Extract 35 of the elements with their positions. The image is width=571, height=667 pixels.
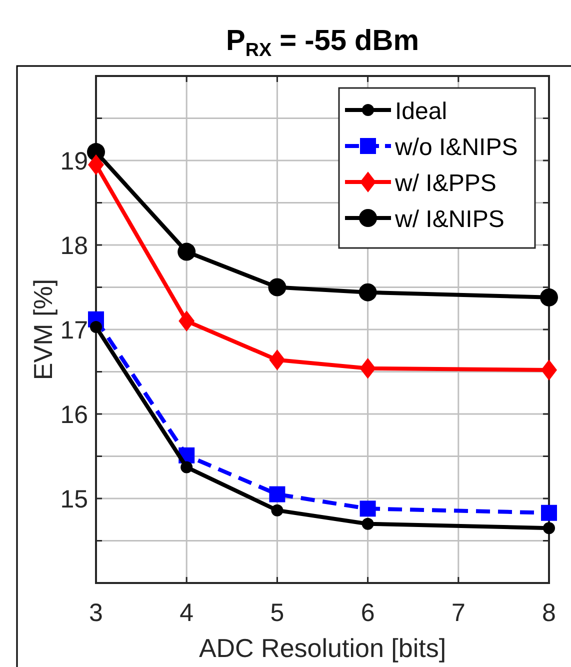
y-tick-label: 17 [60, 316, 88, 344]
y-tick-label: 18 [60, 232, 88, 260]
point [360, 500, 376, 517]
y-axis-title: EVM [%] [28, 278, 58, 380]
legend-label: w/ I&PPS [394, 170, 496, 197]
point [271, 504, 284, 516]
y-tick-label: 19 [60, 148, 88, 176]
point [543, 522, 555, 534]
point [180, 461, 193, 474]
x-tick-label: 6 [360, 599, 375, 627]
point [178, 310, 195, 332]
point [362, 518, 374, 530]
point [541, 360, 557, 380]
point [269, 486, 286, 502]
legend-label: w/o I&NIPS [394, 134, 518, 161]
y-tick-label: 16 [60, 401, 88, 429]
point [268, 278, 286, 296]
x-tick-label: 5 [270, 599, 284, 627]
point [358, 283, 377, 302]
legend-label: Ideal [395, 98, 448, 125]
x-tick-label: 7 [451, 599, 466, 627]
point [178, 242, 196, 261]
x-axis-title: ADC Resolution [bits] [198, 633, 446, 663]
point [540, 288, 558, 306]
x-tick-label: 4 [180, 599, 194, 627]
point [269, 350, 286, 370]
point [90, 320, 102, 333]
point [541, 504, 557, 521]
chart-title: P$_{RX}$ = -55 dBm [226, 25, 419, 60]
point [88, 154, 104, 176]
x-tick-label: 3 [89, 599, 103, 627]
x-tick-label: 8 [542, 599, 556, 627]
legend-label: w/ I&NIPS [394, 206, 504, 233]
y-tick-label: 15 [60, 486, 88, 514]
point [360, 358, 376, 379]
